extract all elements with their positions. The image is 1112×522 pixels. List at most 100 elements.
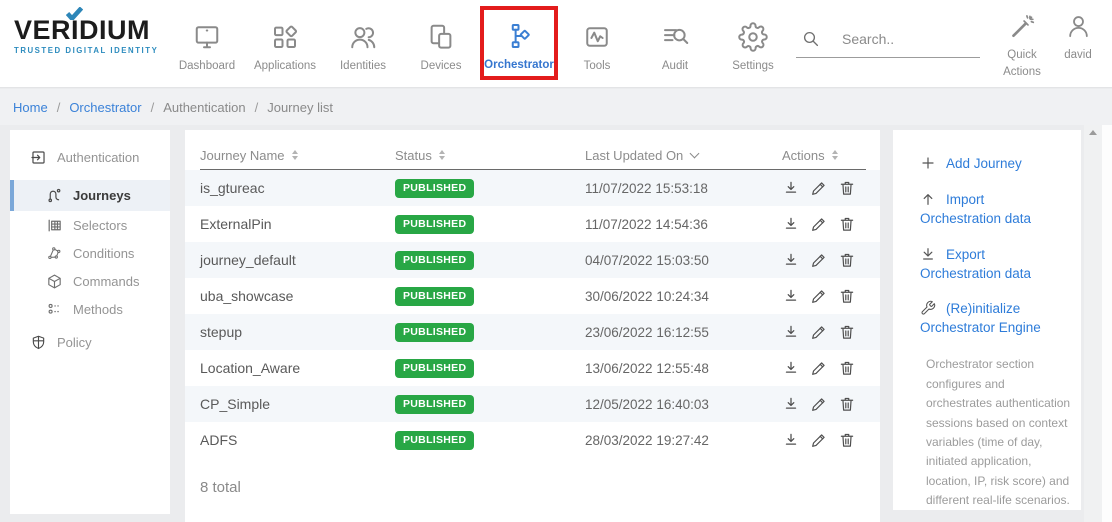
column-header-journey-name[interactable]: Journey Name xyxy=(200,148,395,163)
table-row[interactable]: uba_showcase PUBLISHED 30/06/2022 10:24:… xyxy=(185,278,880,314)
sidebar-item-selectors[interactable]: Selectors xyxy=(10,211,170,239)
edit-button[interactable] xyxy=(810,215,828,233)
download-button[interactable] xyxy=(782,287,800,305)
nav-label: Tools xyxy=(583,60,611,72)
status-badge: PUBLISHED xyxy=(395,251,475,270)
journey-name: ADFS xyxy=(200,432,238,448)
delete-button[interactable] xyxy=(838,251,856,269)
delete-button[interactable] xyxy=(838,179,856,197)
pencil-icon xyxy=(810,359,828,377)
sidebar-item-conditions[interactable]: Conditions xyxy=(10,239,170,267)
import-orchestration-link[interactable]: Import Orchestration data xyxy=(920,191,1032,226)
edit-button[interactable] xyxy=(810,287,828,305)
table-row[interactable]: journey_default PUBLISHED 04/07/2022 15:… xyxy=(185,242,880,278)
reinitialize-engine-link[interactable]: (Re)initialize Orchestrator Engine xyxy=(920,301,1041,336)
sidebar-item-journeys[interactable]: Journeys xyxy=(10,180,170,211)
download-button[interactable] xyxy=(782,431,800,449)
sidebar-item-authentication[interactable]: Authentication xyxy=(10,143,170,171)
table-row[interactable]: CP_Simple PUBLISHED 12/05/2022 16:40:03 xyxy=(185,386,880,422)
table-row[interactable]: is_gtureac PUBLISHED 11/07/2022 15:53:18 xyxy=(185,170,880,206)
add-journey-link[interactable]: Add Journey xyxy=(920,155,1065,174)
export-orchestration-link[interactable]: Export Orchestration data xyxy=(920,246,1032,281)
nav-label: Applications xyxy=(253,60,316,72)
quick-actions-button[interactable]: Quick Actions xyxy=(996,13,1048,80)
column-header-status[interactable]: Status xyxy=(395,148,585,163)
selectors-icon xyxy=(46,217,63,234)
journey-name: ExternalPin xyxy=(200,216,272,232)
download-button[interactable] xyxy=(782,179,800,197)
trash-icon xyxy=(838,431,856,449)
download-button[interactable] xyxy=(782,215,800,233)
nav-item-tools[interactable]: Tools xyxy=(558,6,636,80)
edit-button[interactable] xyxy=(810,359,828,377)
status-badge: PUBLISHED xyxy=(395,287,475,306)
plus-icon xyxy=(920,155,936,171)
download-button[interactable] xyxy=(782,359,800,377)
table-row[interactable]: ADFS PUBLISHED 28/03/2022 19:27:42 xyxy=(185,422,880,458)
edit-button[interactable] xyxy=(810,431,828,449)
last-updated-value: 23/06/2022 16:12:55 xyxy=(585,324,709,340)
nav-item-dashboard[interactable]: Dashboard xyxy=(168,6,246,80)
user-avatar-icon xyxy=(1065,13,1092,40)
breadcrumb-orchestrator[interactable]: Orchestrator xyxy=(48,100,141,115)
delete-button[interactable] xyxy=(838,431,856,449)
sidebar-item-label: Selectors xyxy=(73,217,128,233)
column-header-last-updated[interactable]: Last Updated On xyxy=(585,148,782,163)
sidebar-item-label: Conditions xyxy=(73,245,135,261)
table-header-row: Journey Name Status Last Updated On Acti… xyxy=(200,141,866,170)
sidebar-item-commands[interactable]: Commands xyxy=(10,267,170,295)
download-button[interactable] xyxy=(782,323,800,341)
delete-button[interactable] xyxy=(838,395,856,413)
edit-button[interactable] xyxy=(810,395,828,413)
nav-item-audit[interactable]: Audit xyxy=(636,6,714,80)
edit-button[interactable] xyxy=(810,251,828,269)
nav-item-devices[interactable]: Devices xyxy=(402,6,480,80)
table-row[interactable]: Location_Aware PUBLISHED 13/06/2022 12:5… xyxy=(185,350,880,386)
arrow-down-icon xyxy=(920,246,936,262)
pencil-icon xyxy=(810,215,828,233)
journey-name: CP_Simple xyxy=(200,396,271,412)
download-button[interactable] xyxy=(782,395,800,413)
nav-item-identities[interactable]: Identities xyxy=(324,6,402,80)
delete-button[interactable] xyxy=(838,359,856,377)
scroll-up-arrow-icon[interactable] xyxy=(1089,130,1097,135)
edit-button[interactable] xyxy=(810,323,828,341)
user-menu[interactable]: david xyxy=(1054,13,1102,64)
sidebar-item-methods[interactable]: Methods xyxy=(10,295,170,323)
nav-item-settings[interactable]: Settings xyxy=(714,6,792,80)
download-button[interactable] xyxy=(782,251,800,269)
sort-icon xyxy=(291,150,298,160)
edit-button[interactable] xyxy=(810,179,828,197)
pencil-icon xyxy=(810,395,828,413)
login-icon xyxy=(30,149,47,166)
veridium-logo[interactable]: VERI DIUM TRUSTED DIGITAL IDENTITY xyxy=(14,17,158,55)
sidebar-item-label: Authentication xyxy=(57,149,140,165)
delete-button[interactable] xyxy=(838,323,856,341)
last-updated-value: 11/07/2022 14:54:36 xyxy=(585,216,708,232)
pencil-icon xyxy=(810,323,828,341)
sidebar-item-policy[interactable]: Policy xyxy=(10,328,170,356)
status-badge: PUBLISHED xyxy=(395,359,475,378)
pencil-icon xyxy=(810,179,828,197)
vertical-scrollbar[interactable] xyxy=(1084,125,1102,522)
column-header-actions[interactable]: Actions xyxy=(782,148,866,163)
delete-button[interactable] xyxy=(838,215,856,233)
nav-label: Identities xyxy=(339,60,387,72)
nav-item-applications[interactable]: Applications xyxy=(246,6,324,80)
status-badge: PUBLISHED xyxy=(395,323,475,342)
methods-dots-icon xyxy=(46,301,63,318)
trash-icon xyxy=(838,251,856,269)
search-input[interactable] xyxy=(842,31,972,47)
nav-label: Devices xyxy=(420,60,462,72)
table-row[interactable]: ExternalPin PUBLISHED 11/07/2022 14:54:3… xyxy=(185,206,880,242)
table-row[interactable]: stepup PUBLISHED 23/06/2022 16:12:55 xyxy=(185,314,880,350)
status-badge: PUBLISHED xyxy=(395,179,475,198)
nav-label: Orchestrator xyxy=(484,59,554,71)
audit-icon xyxy=(660,22,690,52)
delete-button[interactable] xyxy=(838,287,856,305)
breadcrumb-home[interactable]: Home xyxy=(13,99,48,115)
download-icon xyxy=(782,251,800,269)
trash-icon xyxy=(838,395,856,413)
nav-item-orchestrator[interactable]: Orchestrator xyxy=(480,6,558,80)
